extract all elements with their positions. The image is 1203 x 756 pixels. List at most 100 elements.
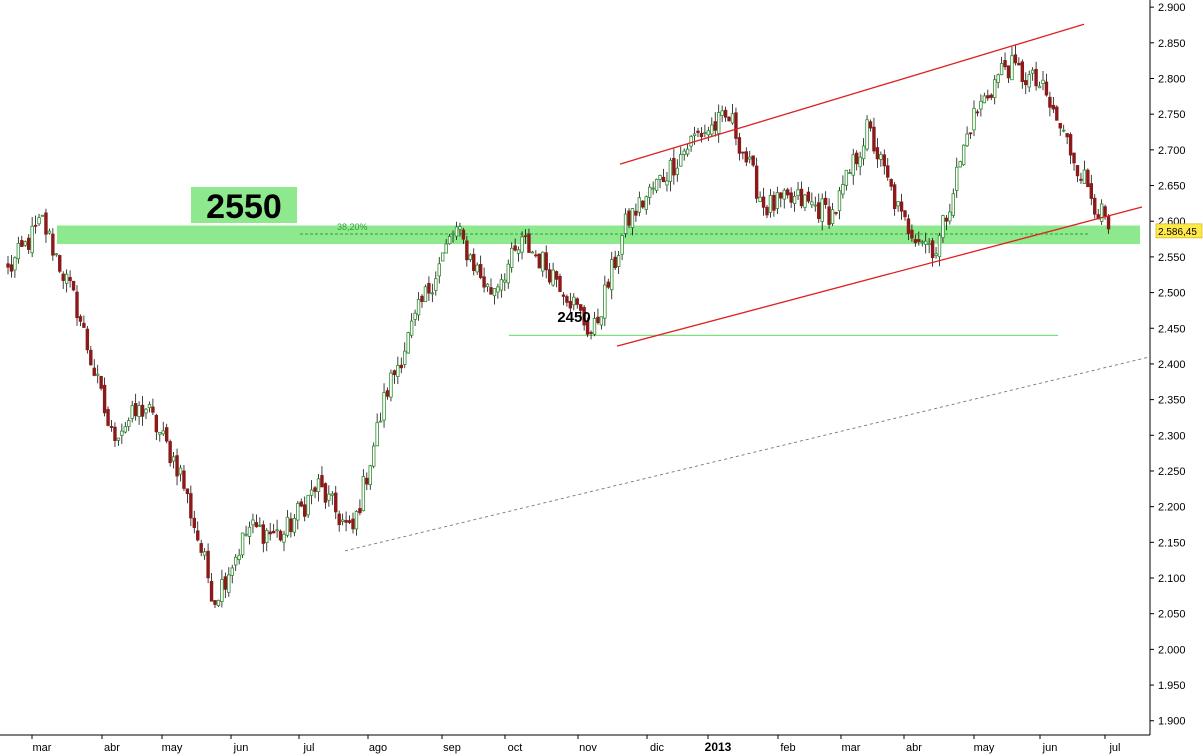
candle-down (986, 95, 990, 99)
candle-down (734, 112, 738, 139)
candle-up (530, 251, 535, 254)
candle-up (458, 226, 462, 230)
candle-down (482, 276, 486, 288)
candle-up (665, 180, 669, 186)
x-tick-label: oct (508, 742, 523, 754)
candle-up (161, 430, 165, 435)
candle-down (223, 576, 228, 590)
y-tick-label: 2.250 (1158, 466, 1186, 478)
candle-up (306, 494, 310, 516)
candle-up (127, 420, 131, 427)
candle-up (64, 273, 69, 284)
candle-up (941, 215, 945, 238)
candle-up (658, 175, 662, 180)
fib-38-label: 38,20% (337, 222, 368, 232)
candle-down (1020, 61, 1024, 82)
y-tick-label: 2.050 (1158, 609, 1186, 621)
candle-down (565, 296, 569, 303)
last-price-label: 2.586,45 (1158, 227, 1197, 238)
y-tick-label: 2.100 (1158, 573, 1186, 585)
candle-up (865, 119, 869, 150)
candle-down (102, 384, 107, 414)
candle-down (351, 518, 355, 530)
candle-down (513, 245, 517, 251)
candle-down (1003, 60, 1007, 68)
candle-up (710, 124, 714, 135)
candle-up (447, 236, 452, 245)
candle-up (1030, 69, 1035, 74)
candle-up (668, 159, 673, 182)
candle-up (996, 74, 1000, 83)
candle-up (620, 235, 624, 255)
candle-down (465, 240, 469, 261)
candle-down (461, 229, 466, 240)
candle-down (44, 212, 48, 235)
candle-down (827, 206, 831, 225)
candle-down (1024, 80, 1028, 86)
candle-up (1037, 85, 1042, 89)
candle-up (499, 279, 504, 291)
candle-down (206, 550, 210, 579)
y-tick-label: 2.450 (1158, 323, 1186, 335)
candle-up (240, 532, 245, 556)
x-tick-label: nov (579, 742, 597, 754)
y-tick-label: 1.900 (1158, 716, 1186, 728)
candle-down (754, 165, 759, 199)
candle-up (610, 259, 614, 291)
candle-down (472, 253, 476, 271)
candle-down (85, 328, 90, 351)
candle-up (934, 253, 938, 256)
candle-up (409, 320, 414, 336)
candle-down (903, 210, 907, 218)
y-tick-label: 2.750 (1158, 109, 1186, 121)
candle-down (254, 522, 259, 528)
candle-up (130, 405, 134, 419)
candle-up (924, 240, 928, 245)
candle-up (96, 373, 100, 376)
candle-up (520, 236, 524, 253)
candle-down (696, 130, 700, 133)
candle-up (965, 133, 969, 147)
candle-up (296, 503, 300, 521)
candle-down (641, 200, 645, 208)
candle-down (1079, 178, 1083, 181)
candle-down (1006, 65, 1011, 79)
candle-down (765, 206, 769, 216)
candle-up (454, 226, 459, 237)
annotation-2550: 2550 (206, 188, 282, 226)
candle-up (1062, 129, 1066, 132)
candle-down (168, 441, 172, 464)
candle-down (313, 487, 317, 492)
candle-up (316, 478, 321, 493)
candle-down (78, 316, 83, 322)
y-tick-label: 2.400 (1158, 359, 1186, 371)
candle-down (82, 322, 86, 328)
last-price-tag (1155, 223, 1203, 239)
candle-up (475, 264, 479, 273)
candle-up (340, 519, 345, 522)
candle-down (427, 283, 431, 294)
x-tick-label: feb (780, 742, 795, 754)
candle-down (627, 210, 631, 226)
candle-down (182, 470, 186, 489)
candle-up (720, 110, 724, 116)
candle-up (416, 299, 421, 316)
candle-down (913, 239, 918, 244)
candle-up (837, 190, 842, 212)
candle-up (16, 242, 21, 260)
candle-up (675, 167, 679, 175)
candle-up (630, 208, 635, 228)
candle-up (616, 255, 621, 267)
candle-up (434, 278, 438, 291)
candle-down (606, 281, 610, 288)
candle-down (589, 332, 593, 334)
candle-down (761, 196, 766, 208)
y-tick-label: 2.500 (1158, 288, 1186, 300)
candle-up (775, 192, 780, 209)
candle-down (347, 520, 352, 523)
candle-up (1041, 79, 1045, 84)
candle-up (171, 456, 176, 462)
candle-down (772, 194, 776, 211)
candle-down (855, 152, 859, 165)
candle-up (830, 209, 835, 224)
